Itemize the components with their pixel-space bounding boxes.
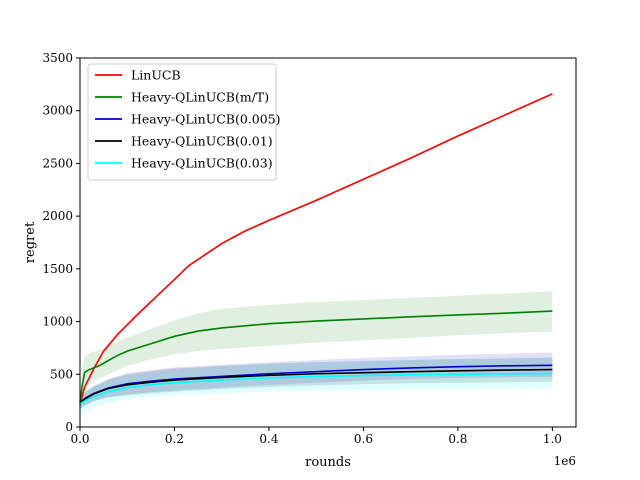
x-tick-label: 0.4 bbox=[259, 432, 278, 446]
y-tick-label: 1000 bbox=[42, 315, 73, 329]
x-tick-label: 0.0 bbox=[70, 432, 89, 446]
confidence-bands bbox=[80, 92, 553, 419]
x-tick-label: 0.2 bbox=[165, 432, 184, 446]
plot-frame bbox=[79, 57, 577, 428]
band-heavy-qlinucb-m-t bbox=[80, 291, 553, 406]
legend-label-heavy-qlinucb-0-03: Heavy-QLinUCB(0.03) bbox=[131, 156, 273, 171]
series-lines bbox=[79, 93, 553, 405]
legend-box bbox=[87, 63, 277, 181]
line-heavy-qlinucb-0-01 bbox=[79, 368, 553, 404]
x-tick-label: 0.8 bbox=[448, 432, 467, 446]
y-tick-label: 1500 bbox=[42, 262, 73, 276]
y-tick-label: 3500 bbox=[42, 51, 73, 65]
y-axis-ticks: 0 500 1000 1500 2000 2500 3000 3500 bbox=[42, 51, 80, 434]
x-tick-label: 1.0 bbox=[543, 432, 562, 446]
band-heavy-qlinucb-0-03 bbox=[80, 357, 553, 419]
legend: LinUCB Heavy-QLinUCB(m/T) Heavy-QLinUCB(0.… bbox=[87, 63, 281, 181]
y-axis-label: regret bbox=[23, 221, 38, 263]
line-heavy-qlinucb-m-t bbox=[79, 310, 553, 403]
x-axis-offset-label: 1e6 bbox=[554, 454, 576, 468]
legend-label-heavy-qlinucb-0-005: Heavy-QLinUCB(0.005) bbox=[131, 112, 281, 127]
x-tick-label: 0.6 bbox=[354, 432, 373, 446]
y-tick-label: 3000 bbox=[42, 104, 73, 118]
y-tick-label: 0 bbox=[65, 420, 73, 434]
line-heavy-qlinucb-0-03 bbox=[79, 372, 553, 405]
x-axis-ticks: 0.0 0.2 0.4 0.6 0.8 1.0 bbox=[70, 427, 562, 446]
x-axis-label: rounds bbox=[305, 455, 351, 470]
y-tick-label: 2500 bbox=[42, 156, 73, 170]
legend-label-linucb: LinUCB bbox=[131, 68, 181, 83]
band-heavy-qlinucb-0-01 bbox=[80, 357, 553, 410]
y-tick-label: 500 bbox=[50, 367, 73, 381]
y-tick-label: 2000 bbox=[42, 209, 73, 223]
band-heavy-qlinucb-0-005 bbox=[80, 352, 553, 409]
legend-label-heavy-qlinucb-0-01: Heavy-QLinUCB(0.01) bbox=[131, 134, 273, 149]
line-linucb bbox=[79, 93, 553, 405]
legend-label-heavy-qlinucb-m-t: Heavy-QLinUCB(m/T) bbox=[131, 90, 269, 105]
